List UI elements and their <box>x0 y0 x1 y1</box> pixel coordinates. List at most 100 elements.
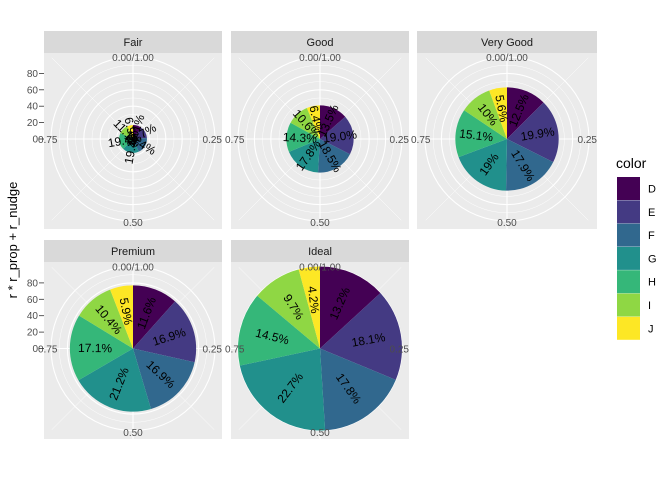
y-tick-label: 40 <box>27 311 39 322</box>
angle-tick-label: 0.50 <box>123 218 143 229</box>
legend-key-f <box>617 223 640 247</box>
pie-slice-h <box>119 133 133 149</box>
angle-tick-label: 0.25 <box>390 345 410 356</box>
pie-slice-f <box>320 348 396 431</box>
pie-slice-h <box>286 122 320 152</box>
slice-label: 19.4% <box>122 129 142 165</box>
facet-strip <box>44 240 222 262</box>
plot-area: 13.5%19.0%18.5%17.8%14.3%10.6%6.4% <box>231 53 409 229</box>
angle-tick-label: 0.75 <box>225 135 245 146</box>
slice-label: 18.1% <box>350 330 386 350</box>
pie-slice-g <box>78 348 151 412</box>
y-axis-title: r * r_prop + r_nudge <box>5 182 20 299</box>
angle-tick-label: 0.25 <box>203 135 223 146</box>
pie-slice-g <box>123 139 139 153</box>
facet-strip <box>417 31 597 53</box>
pie-slice-e <box>320 293 402 380</box>
angle-tick-label: 0.00/1.00 <box>112 53 154 64</box>
pie-slice-e <box>320 116 354 155</box>
pie-slice-g <box>458 139 507 191</box>
y-tick-label: 80 <box>27 69 39 80</box>
slice-label: 19.4% <box>107 131 143 151</box>
legend-key-j <box>617 316 640 340</box>
angle-tick-label: 0.50 <box>310 428 330 439</box>
slice-label: 4.2% <box>305 285 322 314</box>
pie-slice-d <box>133 285 176 349</box>
pie-slice-d <box>133 125 142 139</box>
legend-label-e: E <box>648 207 655 219</box>
y-tick-label: 60 <box>27 295 39 306</box>
plot-area: 10.1%13.7%19.4%19.4%19.4%11.1%6.9% <box>44 53 222 229</box>
angle-tick-label: 0.50 <box>123 428 143 439</box>
angle-tick-label: 0.75 <box>38 345 58 356</box>
grid-spoke <box>132 138 215 221</box>
pie-slice-j <box>127 125 133 139</box>
pie-slice-i <box>257 269 320 349</box>
angle-tick-label: 0.25 <box>203 345 223 356</box>
slice-label: 5.9% <box>117 297 136 327</box>
pie-slice-h <box>69 315 133 381</box>
facet-panel-fair: Fair 10.1%13.7%19.4%19.4%19.4%11.1%6.9%0.… <box>27 31 223 229</box>
pie-slice-d <box>507 87 544 139</box>
y-tick-label: 0 <box>32 135 38 146</box>
pie-slice-f <box>133 137 147 152</box>
facet-panel-ideal: Ideal 13.2%18.1%17.8%22.7%14.5%9.7%4.2%0.… <box>225 240 410 439</box>
legend-label-g: G <box>648 253 657 265</box>
angle-tick-label: 0.25 <box>578 135 598 146</box>
slice-label: 6.9% <box>121 116 141 146</box>
facet-strip <box>44 31 222 53</box>
slice-label: 5.6% <box>492 94 511 124</box>
facet-strip-label: Fair <box>124 37 143 49</box>
pie-slice-j <box>306 105 320 139</box>
grid-spoke <box>132 57 215 140</box>
legend-key-g <box>617 246 640 270</box>
facet-strip <box>231 240 409 262</box>
facet-strip-label: Good <box>307 37 334 49</box>
pie-slice-i <box>120 126 133 139</box>
facet-strip-label: Premium <box>111 246 155 258</box>
pie-slice-f <box>133 348 195 410</box>
pie-slice-e <box>507 102 559 163</box>
angle-tick-label: 0.00/1.00 <box>486 53 528 64</box>
slice-label: 6.4% <box>306 104 325 134</box>
angle-tick-label: 0.50 <box>310 218 330 229</box>
plot-area: 11.6%16.9%16.9%21.2%17.1%10.4%5.9% <box>44 262 222 439</box>
angle-tick-label: 0.75 <box>225 345 245 356</box>
slice-label: 19.9% <box>520 124 556 143</box>
pie-slice-f <box>506 139 554 191</box>
legend-label-j: J <box>648 323 654 335</box>
y-tick-label: 80 <box>27 278 39 289</box>
legend-label-f: F <box>648 230 655 242</box>
angle-tick-label: 0.00/1.00 <box>299 263 341 274</box>
pie-slice-j <box>110 285 133 349</box>
plot-area: 12.5%19.9%17.9%19%15.1%10%5.6% <box>417 53 597 229</box>
legend-key-e <box>617 200 640 224</box>
y-tick-label: 20 <box>27 328 39 339</box>
angle-tick-label: 0.25 <box>390 135 410 146</box>
y-tick-label: 40 <box>27 102 39 113</box>
angle-tick-label: 0.75 <box>411 135 431 146</box>
pie-slice-g <box>288 139 320 173</box>
slice-label: 17.1% <box>78 341 112 355</box>
y-tick-label: 0 <box>32 344 38 355</box>
pie-slice-e <box>133 127 147 139</box>
legend-key-h <box>617 270 640 294</box>
facet-panel-good: Good 13.5%19.0%18.5%17.8%14.3%10.6%6.4%0.… <box>225 31 410 229</box>
legend-label-i: I <box>648 300 651 312</box>
pie-slice-i <box>79 289 133 349</box>
y-tick-label: 60 <box>27 85 39 96</box>
pie-slice-e <box>133 301 197 363</box>
grid-spoke <box>51 138 134 221</box>
panels-layer: Fair10.1%13.7%19.4%19.4%19.4%11.1%6.9%0.… <box>27 31 598 439</box>
facet-panel-premium: Premium 11.6%16.9%16.9%21.2%17.1%10.4%5.9… <box>27 240 223 439</box>
pie-slice-h <box>237 295 320 366</box>
y-tick-label: 20 <box>27 118 39 129</box>
facet-strip-label: Ideal <box>308 246 332 258</box>
pie-slice-j <box>298 266 320 349</box>
pie-slice-d <box>320 105 346 139</box>
pie-slice-f <box>317 139 350 173</box>
facet-strip <box>231 31 409 53</box>
slice-label: 19.0% <box>322 127 358 145</box>
